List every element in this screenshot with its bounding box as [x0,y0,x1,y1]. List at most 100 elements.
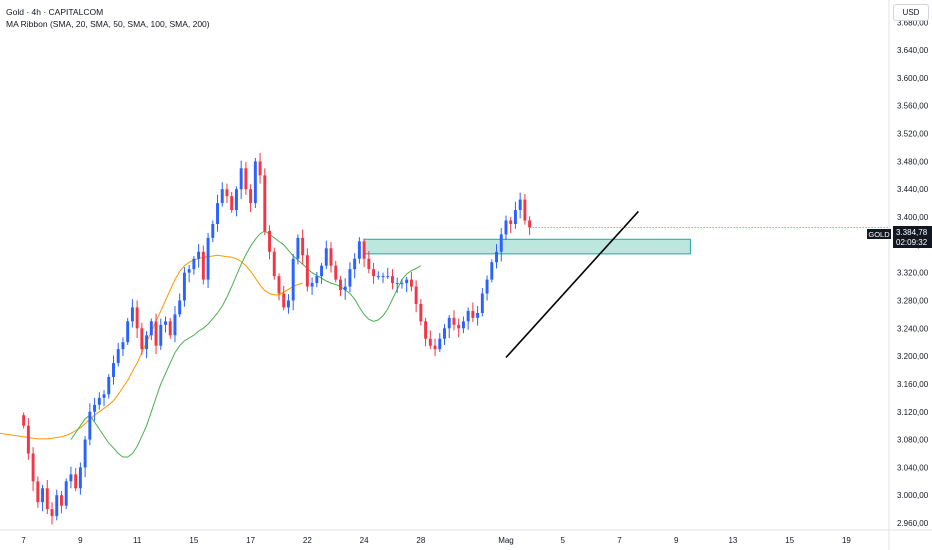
candle-body [74,474,78,489]
trendline [505,210,639,359]
price-tick-label: 3.120,00 [897,408,929,417]
candle-body [112,363,115,377]
currency-button[interactable]: USD [893,4,929,21]
time-tick-label: 22 [303,536,312,545]
time-tick-label: 9 [78,536,83,545]
price-tick-label: 3.480,00 [897,157,929,166]
candle [447,315,451,339]
candle-body [376,276,380,278]
candle [268,225,272,260]
candle-body [31,453,35,482]
candle [78,462,82,495]
price-tick-label: 3.560,00 [897,102,929,111]
price-tick-label: 3.160,00 [897,380,929,389]
candle-body [225,189,229,197]
ma-fast-line [70,230,422,458]
time-tick-label: 15 [189,536,198,545]
candle-body [480,293,484,313]
candle-body [88,411,92,440]
candle-body [414,286,418,304]
candle-body [296,237,300,259]
candle-body [320,265,324,277]
countdown-label: 02:09:32 [896,238,928,247]
chart-title[interactable]: Gold · 4h · CAPITALCOM [6,7,104,17]
candle-body [419,303,423,322]
time-axis[interactable]: 7 9 11 15 17 22 24 28 Mag 5 7 9 13 15 19 [21,536,851,545]
candle [372,262,376,284]
symbol-label-box [867,229,891,239]
candle [362,238,366,268]
candle-body [178,300,182,315]
candle [457,318,461,338]
price-label: 3.384,78 [896,228,928,237]
candle [206,233,210,288]
candle-body [499,234,503,252]
candle [197,244,201,268]
candle [277,273,281,301]
candle [324,240,328,270]
candle-body [461,321,465,329]
candle [381,272,385,284]
candle [234,186,238,217]
candle-body [485,279,489,294]
indicator-label[interactable]: MA Ribbon (SMA, 20, SMA, 50, SMA, 100, S… [6,19,210,29]
candle-body [339,279,342,291]
candle-body [249,189,253,204]
price-tick-label: 3.680,00 [897,18,929,27]
candle-body [518,199,522,211]
price-tick-label: 3.400,00 [897,213,929,222]
candle-body [50,509,54,517]
candle-body [97,397,101,405]
candle-body [513,210,517,224]
candle [116,342,120,367]
candle-body [121,342,125,350]
candle-body [197,251,201,259]
candle [102,390,106,407]
candle [443,324,446,345]
candle-body [443,328,446,339]
candle-body [45,488,49,510]
candle [26,418,30,460]
candle [286,294,290,314]
time-tick-label: 11 [133,536,142,545]
time-tick-label: 5 [560,536,565,545]
candle [64,478,68,510]
candle [428,330,432,350]
candle-body [324,248,328,266]
candle [419,299,423,326]
candle-body [495,251,498,263]
candle-body [60,495,63,506]
candle [471,302,475,323]
candle [178,293,182,318]
candle-body [22,415,26,426]
candle [485,275,489,301]
candle [121,337,125,357]
resistance-zone [363,238,691,255]
candle-body [353,258,357,270]
candle-body [187,269,191,273]
candle-body [305,255,309,287]
candle [438,333,442,352]
candle [112,355,115,385]
candle [41,484,45,512]
candle [159,318,163,350]
candle [509,217,513,234]
candle [83,436,87,478]
candle-body [357,241,361,259]
candle-body [159,324,163,346]
candle [140,322,144,355]
candle [391,269,394,290]
price-axis[interactable]: 3.680,00 3.640,00 3.600,00 3.560,00 3.520,00… [897,18,929,528]
candle-body [55,495,59,517]
candle [168,317,172,339]
last-price-tag: GOLD 3.384,78 02:09:32 [867,226,932,248]
candle [31,447,35,492]
price-tick-label: 3.240,00 [897,324,929,333]
time-tick-label: 28 [416,536,425,545]
candle-body [343,286,347,291]
candle-body [263,175,267,231]
candle [50,502,54,525]
price-tick-label: 3.320,00 [897,269,929,278]
